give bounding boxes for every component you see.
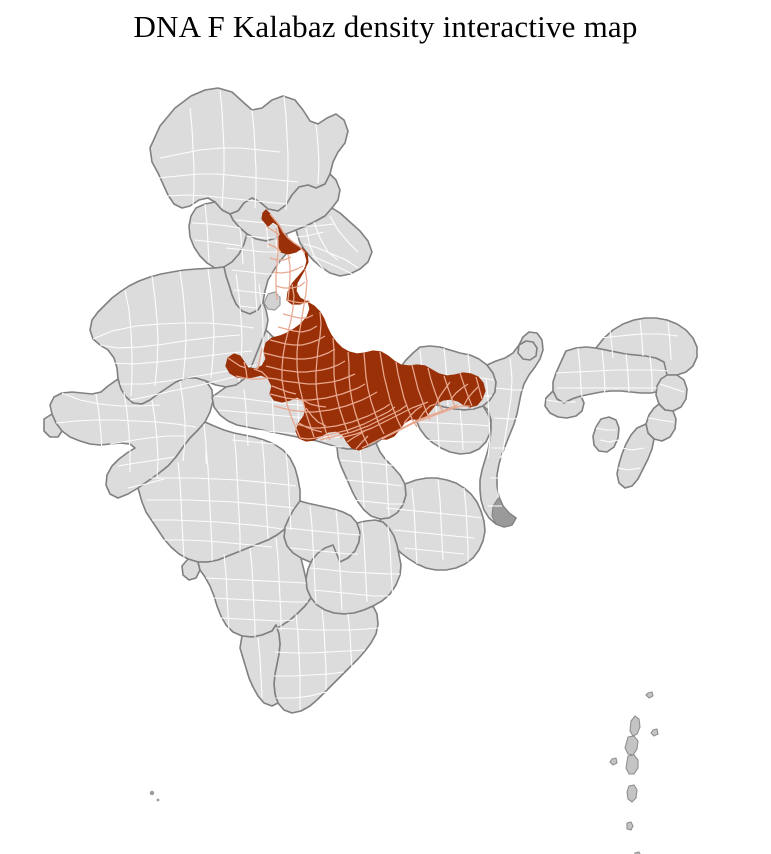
island-little-andaman (626, 784, 638, 803)
island-car-nicobar (626, 821, 634, 831)
state-mizoram[interactable] (616, 423, 655, 489)
page-title: DNA F Kalabaz density interactive map (133, 9, 638, 44)
island-outlier-north (645, 691, 654, 699)
highlighted-region-uttar-pradesh[interactable] (225, 209, 486, 451)
island-outlier-west (609, 757, 618, 766)
state-tripura[interactable] (592, 416, 620, 453)
island-outlier-east (650, 728, 659, 737)
andaman-nicobar-islands-group[interactable] (609, 691, 659, 854)
uttar-pradesh-district-boundaries (227, 213, 483, 450)
state-manipur[interactable] (645, 403, 677, 442)
india-choropleth-map[interactable] (0, 48, 771, 854)
state-sikkim[interactable] (517, 340, 538, 361)
state-arunachal-pradesh[interactable] (595, 317, 698, 376)
region-sundarbans[interactable] (491, 496, 517, 528)
region-lakshadweep[interactable] (149, 790, 155, 796)
island-north-andaman (629, 715, 641, 737)
island-middle-andaman (624, 735, 639, 756)
region-lakshadweep-dot-2[interactable] (156, 798, 160, 802)
map-canvas[interactable] (0, 48, 771, 854)
uttar-pradesh-fill[interactable] (225, 209, 486, 451)
island-south-andaman (625, 754, 639, 775)
state-gujarat[interactable] (43, 377, 214, 499)
